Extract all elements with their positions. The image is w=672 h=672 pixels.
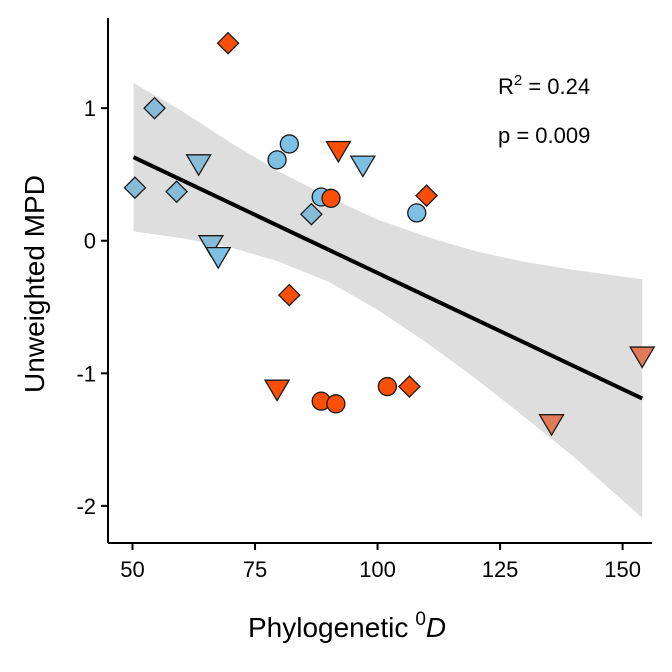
point-circle [279, 134, 299, 154]
point-circle [326, 394, 346, 414]
y-tick-label: 0 [84, 229, 96, 254]
point-circle [407, 203, 427, 223]
x-axis-title-superscript: 0 [415, 609, 426, 630]
y-axis-title: Unweighted MPD [19, 175, 50, 393]
point-diamond [216, 31, 240, 55]
p-value-annotation: p = 0.009 [498, 123, 590, 148]
point-circle [267, 150, 287, 170]
point-triangle [349, 155, 376, 178]
axes-layer: 50 75 100 125 150 1 0 -1 -2 [76, 18, 652, 582]
point-triangle [205, 246, 232, 270]
y-tick-label: -2 [76, 494, 96, 519]
r2-annotation: R2 = 0.24 [498, 72, 590, 99]
point-diamond [143, 96, 166, 120]
x-tick-label: 125 [482, 557, 519, 582]
x-tick-label: 150 [604, 557, 641, 582]
regression-line-layer [132, 155, 644, 401]
x-axis-title-italic: D [426, 612, 446, 643]
confidence-band [133, 83, 643, 518]
point-circle [321, 188, 341, 208]
y-tick-label: 1 [84, 96, 96, 121]
point-triangle [185, 154, 212, 177]
x-axis-title-main: Phylogenetic [248, 612, 408, 643]
point-triangle [325, 140, 352, 164]
x-tick-label: 100 [359, 557, 396, 582]
point-diamond [415, 184, 438, 208]
confidence-band-layer [133, 83, 643, 518]
x-tick-label: 75 [243, 557, 267, 582]
point-diamond [165, 180, 189, 204]
r2-base: R [498, 74, 514, 99]
point-circle [377, 376, 398, 397]
r2-superscript: 2 [514, 72, 522, 89]
point-diamond [397, 375, 421, 398]
x-tick-label: 50 [120, 557, 144, 582]
point-diamond [299, 202, 323, 226]
point-diamond [123, 176, 147, 200]
point-triangle [629, 346, 656, 369]
x-axis-title: Phylogenetic 0D [248, 609, 446, 643]
regression-line [132, 155, 644, 401]
r2-value: = 0.24 [522, 74, 590, 99]
point-triangle [538, 414, 565, 437]
point-triangle [263, 379, 291, 402]
y-tick-label: -1 [76, 361, 96, 386]
point-triangle [197, 235, 225, 258]
point-diamond [277, 283, 301, 307]
data-points-layer [123, 31, 656, 437]
